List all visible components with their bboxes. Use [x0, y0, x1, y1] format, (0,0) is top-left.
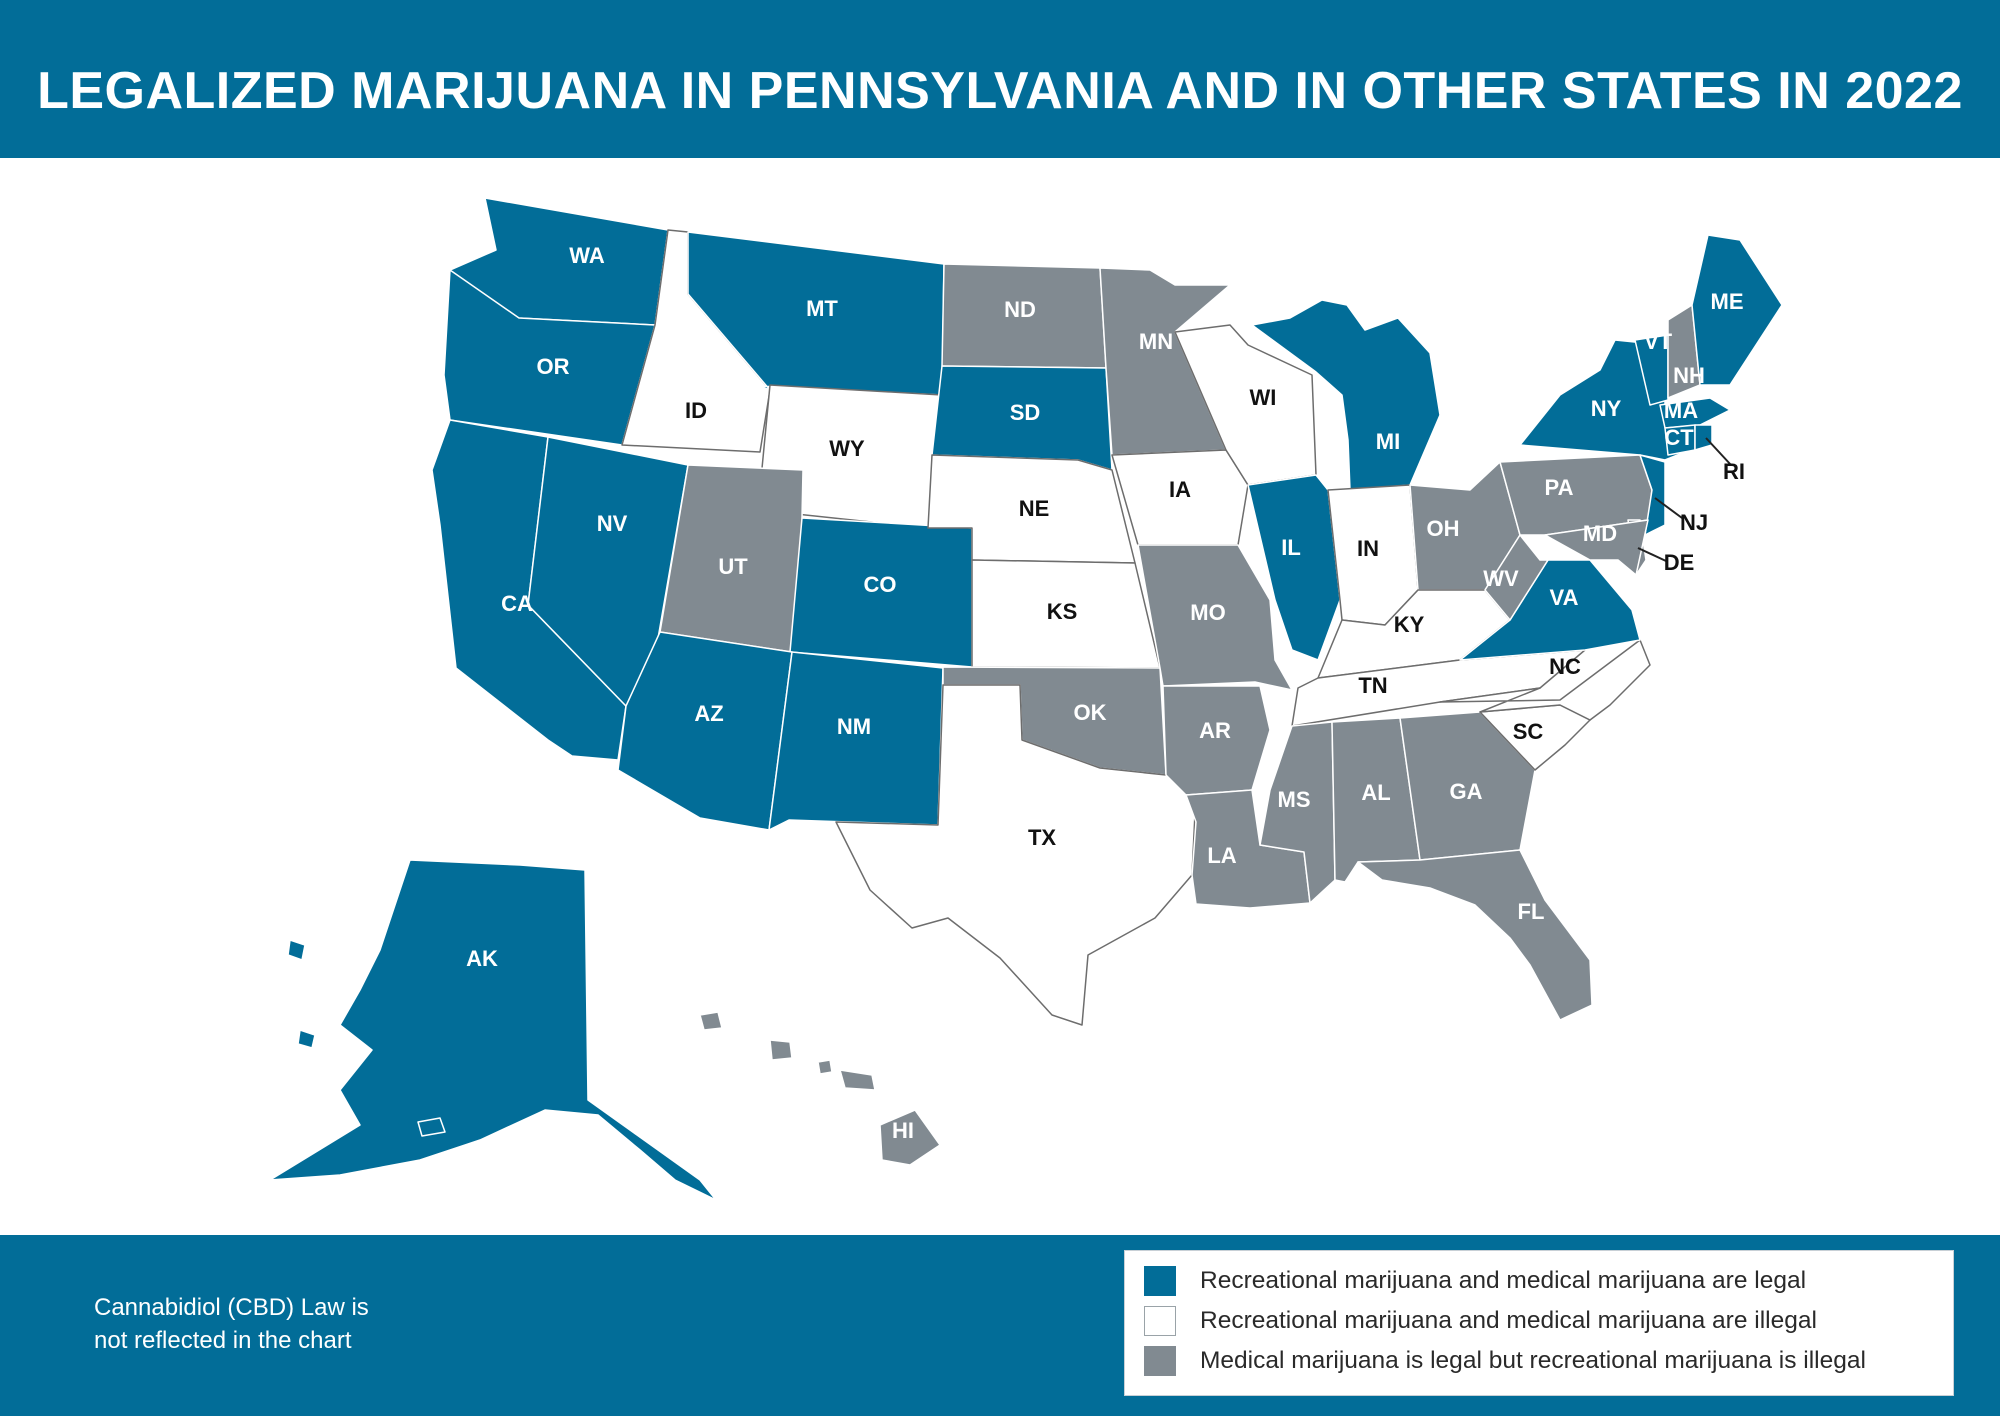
state-label-md: MD [1583, 521, 1617, 546]
state-hi [879, 1109, 941, 1166]
state-label-ia: IA [1169, 477, 1191, 502]
note-line-2: not reflected in the chart [94, 1327, 352, 1354]
state-label-nv: NV [597, 511, 628, 536]
state-label-ne: NE [1019, 496, 1050, 521]
footer-note: Cannabidiol (CBD) Law is not reflected i… [94, 1291, 369, 1357]
state-label-sc: SC [1513, 719, 1544, 744]
state-label-ca: CA [501, 591, 533, 616]
state-label-hi: HI [892, 1118, 914, 1143]
leader-line-de [1637, 547, 1667, 562]
state-nj [1639, 454, 1666, 536]
state-label-nd: ND [1004, 297, 1036, 322]
state-label-wi: WI [1250, 385, 1277, 410]
state-wi [1174, 324, 1317, 486]
state-label-mi: MI [1376, 429, 1400, 454]
legend-swatch [1144, 1306, 1176, 1336]
state-ma [1659, 397, 1731, 429]
state-ak-island [417, 1117, 446, 1137]
state-nc [1439, 639, 1651, 721]
state-ak [269, 859, 717, 1201]
legend-swatch [1144, 1266, 1176, 1296]
state-hi-island [817, 1059, 833, 1075]
state-label-ak: AK [466, 946, 498, 971]
state-me [1691, 234, 1783, 386]
state-label-ar: AR [1199, 718, 1231, 743]
state-label-pa: PA [1545, 475, 1574, 500]
state-label-ok: OK [1074, 700, 1107, 725]
state-label-mn: MN [1139, 329, 1173, 354]
state-label-la: LA [1207, 843, 1236, 868]
state-label-ks: KS [1047, 599, 1078, 624]
state-tx [835, 684, 1197, 1026]
header-bar: LEGALIZED MARIJUANA IN PENNSYLVANIA AND … [0, 0, 2000, 158]
leader-line-ri [1705, 437, 1732, 466]
state-label-id: ID [685, 398, 707, 423]
state-wv [1484, 534, 1549, 621]
state-label-ma: MA [1664, 398, 1698, 423]
state-label-al: AL [1361, 780, 1390, 805]
state-label-in: IN [1357, 536, 1379, 561]
state-label-de: DE [1664, 550, 1695, 575]
us-map: WA OR CA NV ID MT WY UT CO AZ NM ND SD NE KS OK TX MN IA MO… [269, 197, 1783, 1201]
state-label-va: VA [1550, 585, 1579, 610]
state-label-oh: OH [1427, 516, 1460, 541]
state-ak-island [297, 1029, 316, 1049]
legend-label: Recreational marijuana and medical marij… [1200, 1267, 1807, 1294]
state-hi-island [699, 1011, 723, 1031]
state-ak-island [287, 939, 306, 961]
legend-label: Recreational marijuana and medical marij… [1200, 1307, 1817, 1334]
state-label-sd: SD [1010, 400, 1041, 425]
state-label-nc: NC [1549, 654, 1581, 679]
state-label-wv: WV [1483, 566, 1519, 591]
state-label-co: CO [864, 572, 897, 597]
state-label-mt: MT [806, 296, 838, 321]
state-la [1185, 789, 1311, 909]
page-title: LEGALIZED MARIJUANA IN PENNSYLVANIA AND … [37, 62, 1963, 120]
state-label-vt: VT [1644, 329, 1673, 354]
state-md [1544, 519, 1649, 576]
legend-label: Medical marijuana is legal but recreatio… [1200, 1347, 1866, 1374]
state-label-mo: MO [1190, 600, 1225, 625]
state-label-tn: TN [1358, 673, 1387, 698]
state-mi [1251, 299, 1441, 491]
state-hi-island [769, 1039, 793, 1061]
state-label-me: ME [1711, 289, 1744, 314]
state-label-ri: RI [1723, 459, 1745, 484]
legend: Recreational marijuana and medical marij… [1124, 1250, 1954, 1396]
state-label-nm: NM [837, 714, 871, 739]
note-line-1: Cannabidiol (CBD) Law is [94, 1294, 369, 1321]
state-nm [768, 651, 944, 831]
state-label-il: IL [1281, 535, 1301, 560]
state-label-ga: GA [1450, 779, 1483, 804]
state-fl [1357, 849, 1593, 1021]
state-label-ct: CT [1664, 425, 1694, 450]
leader-line-nj [1654, 497, 1683, 519]
state-label-or: OR [537, 354, 570, 379]
state-label-nh: NH [1673, 363, 1705, 388]
state-label-fl: FL [1518, 899, 1545, 924]
state-il [1247, 474, 1341, 661]
state-label-ut: UT [718, 554, 748, 579]
state-vt [1634, 334, 1669, 406]
state-ri [1694, 424, 1713, 451]
state-label-tx: TX [1028, 825, 1056, 850]
state-ia [1111, 449, 1249, 546]
state-hi-island [839, 1069, 876, 1091]
state-mo [1137, 544, 1293, 691]
state-label-az: AZ [694, 701, 723, 726]
state-label-wa: WA [569, 243, 605, 268]
state-ga [1399, 711, 1536, 861]
state-label-ny: NY [1591, 396, 1622, 421]
legend-swatch [1144, 1346, 1176, 1376]
state-label-ky: KY [1394, 612, 1425, 637]
state-label-wy: WY [829, 436, 865, 461]
state-label-nj: NJ [1680, 510, 1708, 535]
state-label-ms: MS [1278, 787, 1311, 812]
